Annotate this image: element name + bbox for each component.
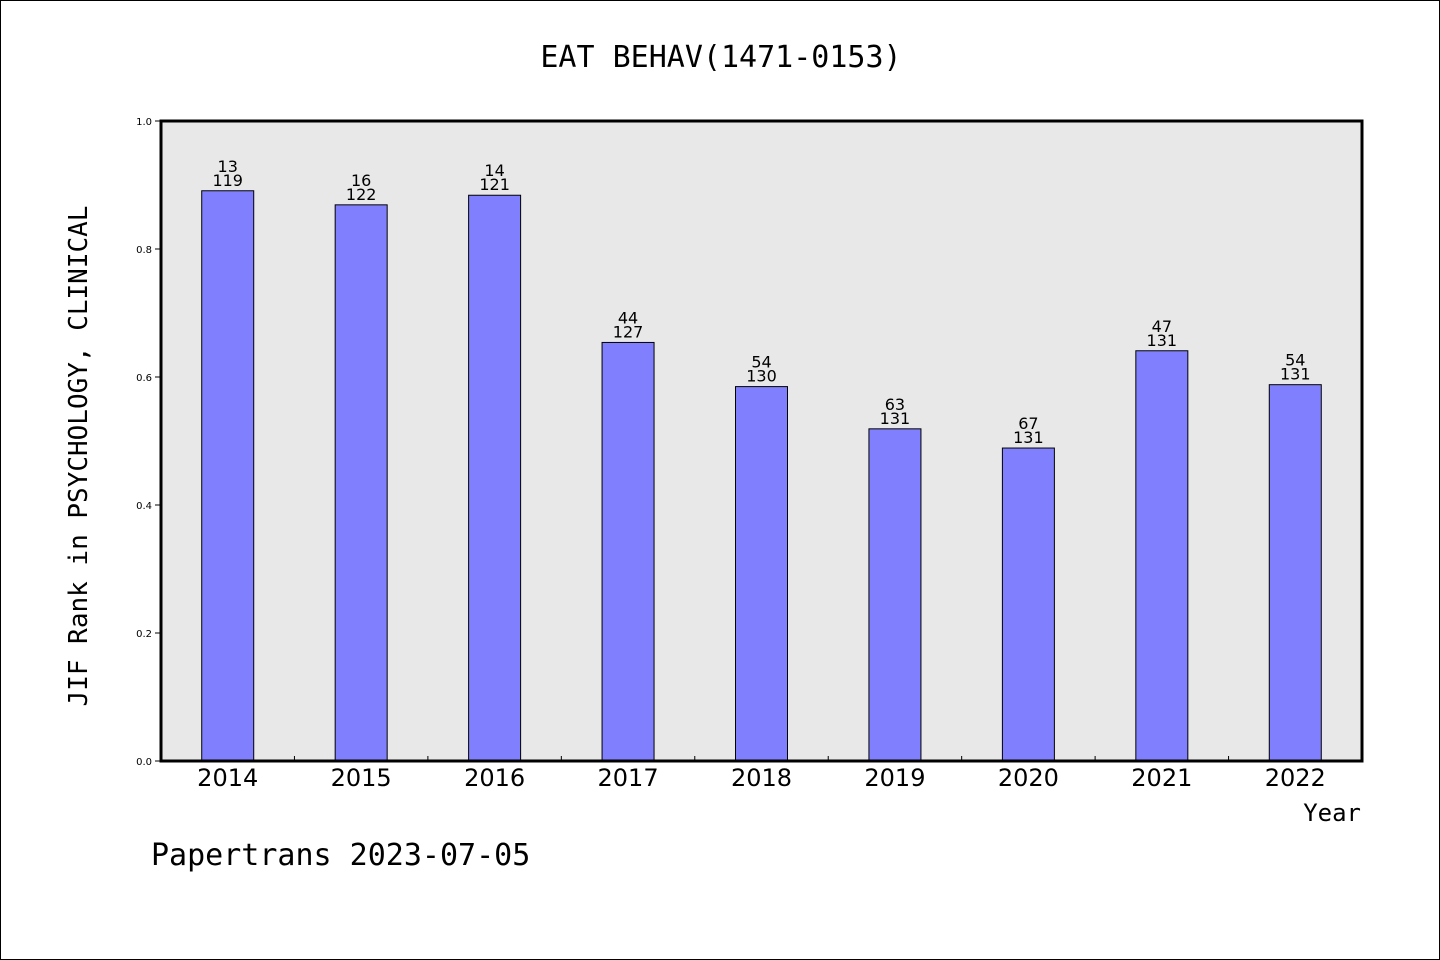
bar-2016: [468, 194, 522, 762]
bar-2014: [201, 190, 255, 762]
x-axis-label: Year: [1303, 799, 1361, 827]
bar-total-label: 131: [1013, 428, 1044, 447]
y-tick-label: 0.2: [136, 629, 152, 640]
footer-source: Papertrans 2023-07-05: [151, 838, 530, 873]
bar-rank-label: 44: [618, 308, 638, 327]
bar-2019: [868, 428, 922, 762]
x-tick-label: 2016: [464, 764, 525, 792]
bar-2020: [1001, 447, 1055, 762]
x-tick-label: 2018: [731, 764, 792, 792]
bar-rank-label: 54: [751, 353, 771, 372]
bar-total-label: 121: [479, 175, 510, 194]
bar-total-label: 127: [613, 322, 644, 341]
x-tick-label: 2014: [197, 764, 258, 792]
y-tick-label: 0.0: [136, 757, 152, 768]
x-tick-label: 2017: [598, 764, 659, 792]
bar-rank-label: 63: [885, 395, 905, 414]
x-tick-label: 2021: [1131, 764, 1192, 792]
bar-total-label: 122: [346, 185, 377, 204]
y-tick-label: 0.4: [136, 501, 152, 512]
bar-2018: [735, 386, 788, 762]
bar-total-label: 131: [1147, 331, 1178, 350]
y-axis-label: JIF Rank in PSYCHOLOGY, CLINICAL: [64, 206, 94, 707]
y-tick-label: 1.0: [136, 117, 152, 128]
x-tick-label: 2020: [998, 764, 1059, 792]
bar-rank-label: 47: [1152, 317, 1172, 336]
x-tick-label: 2019: [864, 764, 925, 792]
bar-rank-label: 16: [351, 171, 371, 190]
bar-series: [201, 190, 1322, 762]
plot-border: [159, 119, 1364, 763]
x-tick-label: 2015: [331, 764, 392, 792]
bar-total-label: 119: [212, 171, 243, 190]
bar-2021: [1135, 350, 1189, 762]
bar-2015: [334, 204, 388, 762]
bar-rank-label: 67: [1018, 414, 1038, 433]
bar-total-label: 131: [880, 409, 911, 428]
x-tick-label: 2022: [1265, 764, 1326, 792]
bar-rank-label: 13: [218, 157, 238, 176]
bar-total-label: 130: [746, 367, 777, 386]
bar-2022: [1268, 384, 1322, 762]
bar-rank-label: 54: [1285, 351, 1305, 370]
chart-title: EAT BEHAV(1471-0153): [540, 40, 901, 75]
y-tick-label: 0.8: [136, 245, 152, 256]
bar-rank-label: 14: [484, 161, 504, 180]
bar-2017: [601, 341, 655, 762]
y-tick-label: 0.6: [136, 373, 152, 384]
bar-total-label: 131: [1280, 365, 1311, 384]
data-labels: 1311920141612220151412120164412720175413…: [197, 157, 1326, 792]
